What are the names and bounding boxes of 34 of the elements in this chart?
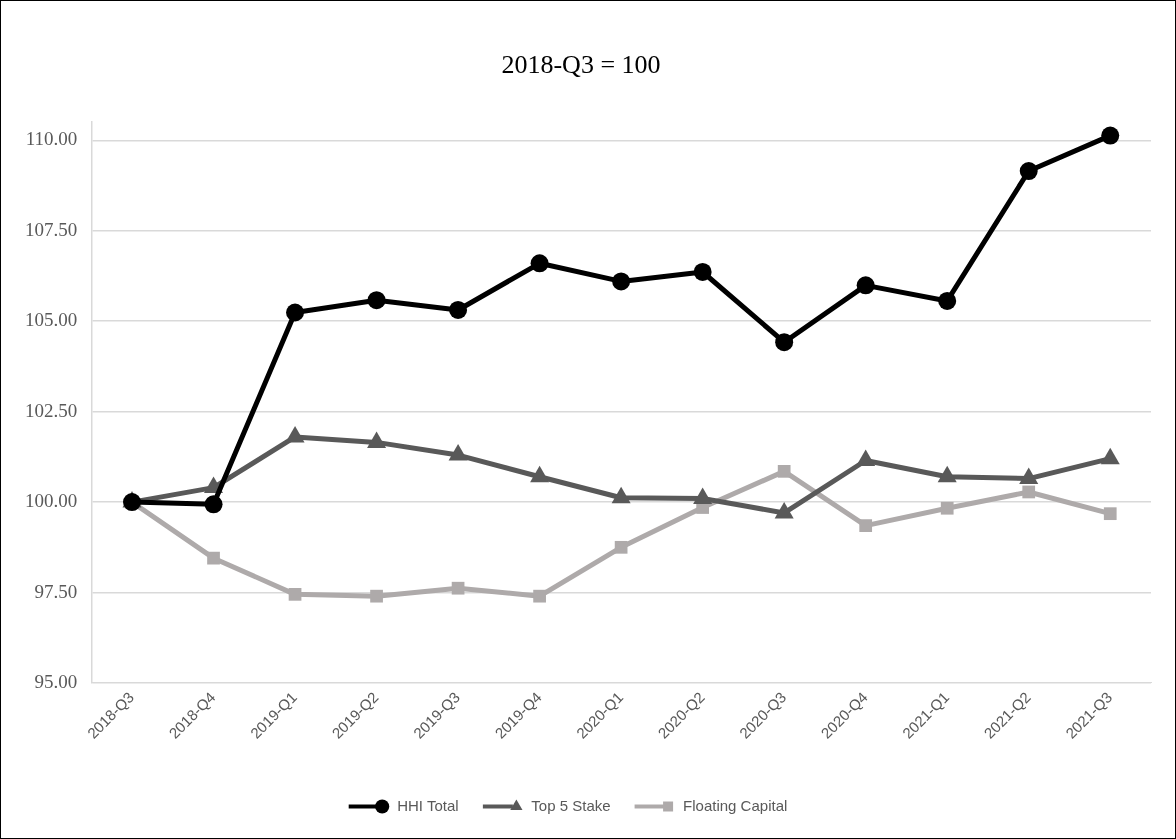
point	[938, 291, 957, 310]
point	[370, 589, 383, 603]
point	[530, 254, 549, 273]
point	[367, 291, 386, 310]
point	[1101, 126, 1120, 145]
legend-label: Top 5 Stake	[531, 796, 611, 814]
legend-label: HHI Total	[397, 796, 459, 814]
point	[533, 589, 546, 603]
y-tick-label: 110.00	[25, 128, 78, 150]
point	[1022, 485, 1036, 499]
point	[612, 272, 631, 291]
point	[204, 495, 223, 514]
point	[451, 581, 465, 595]
point	[1019, 162, 1038, 181]
point	[856, 276, 875, 295]
point	[693, 262, 712, 281]
point	[777, 464, 791, 478]
y-tick-label: 97.50	[34, 580, 78, 602]
point	[775, 333, 794, 352]
y-tick-label: 95.00	[34, 670, 78, 692]
chart-title: 2018-Q3 = 100	[501, 50, 661, 80]
point	[288, 587, 302, 601]
point	[614, 540, 628, 554]
point	[1103, 507, 1117, 521]
point	[449, 300, 468, 319]
point	[286, 303, 305, 322]
y-tick-label: 107.50	[25, 218, 78, 240]
point	[940, 501, 954, 515]
y-tick-label: 102.50	[25, 399, 78, 421]
point	[859, 519, 873, 532]
y-tick-label: 100.00	[25, 490, 78, 512]
legend-label: Floating Capital	[683, 796, 788, 814]
point	[207, 551, 220, 565]
y-tick-label: 105.00	[25, 309, 78, 331]
